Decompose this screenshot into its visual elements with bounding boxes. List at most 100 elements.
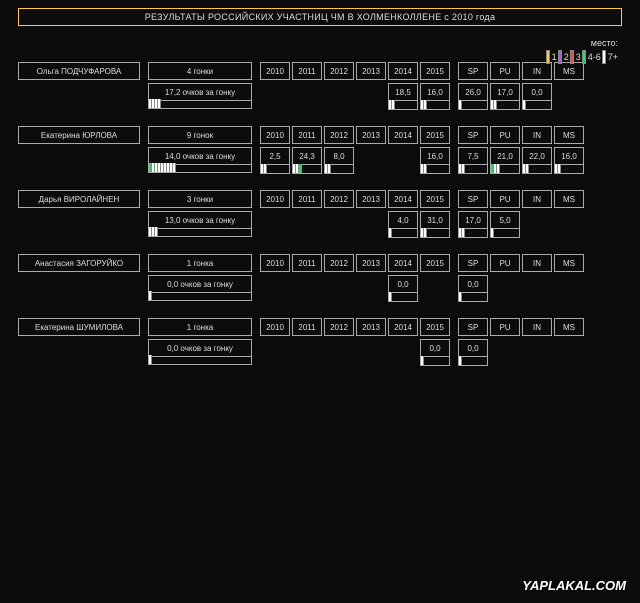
year-header: 2012 bbox=[324, 254, 354, 272]
value-cell bbox=[324, 275, 354, 302]
year-header: 2011 bbox=[292, 254, 322, 272]
avg-points: 13,0 очков за гонку bbox=[148, 211, 252, 229]
value-cell: 17,0 bbox=[458, 211, 488, 238]
year-header: 2014 bbox=[388, 190, 418, 208]
athlete-name: Ольга ПОДЧУФАРОВА bbox=[18, 62, 140, 80]
value-cell bbox=[522, 339, 552, 366]
value-cell: 8,0 bbox=[324, 147, 354, 174]
value-cell bbox=[324, 339, 354, 366]
year-header: 2015 bbox=[420, 318, 450, 336]
discipline-header: IN bbox=[522, 126, 552, 144]
year-header: 2015 bbox=[420, 254, 450, 272]
year-header: 2013 bbox=[356, 254, 386, 272]
races-count: 1 гонка bbox=[148, 254, 252, 272]
value-cell bbox=[554, 275, 584, 302]
avg-points: 0,0 очков за гонку bbox=[148, 339, 252, 357]
year-header: 2014 bbox=[388, 318, 418, 336]
year-header: 2012 bbox=[324, 62, 354, 80]
races-count: 1 гонка bbox=[148, 318, 252, 336]
value-cell bbox=[324, 83, 354, 110]
year-header: 2011 bbox=[292, 126, 322, 144]
value-cell: 7,5 bbox=[458, 147, 488, 174]
discipline-header: IN bbox=[522, 62, 552, 80]
value-cell bbox=[260, 339, 290, 366]
discipline-header: MS bbox=[554, 126, 584, 144]
value-cell bbox=[356, 147, 386, 174]
athlete-name: Екатерина ШУМИЛОВА bbox=[18, 318, 140, 336]
year-header: 2013 bbox=[356, 126, 386, 144]
year-header: 2011 bbox=[292, 62, 322, 80]
value-cell: 0,0 bbox=[388, 275, 418, 302]
year-header: 2010 bbox=[260, 62, 290, 80]
legend-item: 7+ bbox=[602, 50, 618, 64]
year-header: 2010 bbox=[260, 126, 290, 144]
races-count: 4 гонки bbox=[148, 62, 252, 80]
races-count: 9 гонок bbox=[148, 126, 252, 144]
athlete-name: Екатерина ЮРЛОВА bbox=[18, 126, 140, 144]
discipline-header: PU bbox=[490, 126, 520, 144]
year-header: 2011 bbox=[292, 318, 322, 336]
discipline-header: PU bbox=[490, 190, 520, 208]
value-cell: 5,0 bbox=[490, 211, 520, 238]
legend-item: 1 bbox=[546, 50, 557, 64]
discipline-header: PU bbox=[490, 318, 520, 336]
value-cell bbox=[490, 275, 520, 302]
discipline-header: MS bbox=[554, 254, 584, 272]
discipline-header: MS bbox=[554, 190, 584, 208]
value-cell: 18,5 bbox=[388, 83, 418, 110]
discipline-header: SP bbox=[458, 318, 488, 336]
year-header: 2010 bbox=[260, 254, 290, 272]
year-header: 2011 bbox=[292, 190, 322, 208]
avg-points: 17,2 очков за гонку bbox=[148, 83, 252, 101]
value-cell bbox=[356, 339, 386, 366]
year-header: 2013 bbox=[356, 318, 386, 336]
value-cell: 21,0 bbox=[490, 147, 520, 174]
value-cell bbox=[356, 211, 386, 238]
value-cell bbox=[260, 275, 290, 302]
discipline-header: SP bbox=[458, 254, 488, 272]
year-header: 2010 bbox=[260, 190, 290, 208]
value-cell bbox=[554, 211, 584, 238]
value-cell bbox=[522, 275, 552, 302]
discipline-header: SP bbox=[458, 126, 488, 144]
discipline-header: IN bbox=[522, 190, 552, 208]
year-header: 2014 bbox=[388, 62, 418, 80]
value-cell bbox=[260, 211, 290, 238]
year-header: 2015 bbox=[420, 62, 450, 80]
value-cell bbox=[292, 83, 322, 110]
athlete-name: Анастасия ЗАГОРУЙКО bbox=[18, 254, 140, 272]
races-count: 3 гонки bbox=[148, 190, 252, 208]
value-cell bbox=[490, 339, 520, 366]
year-header: 2012 bbox=[324, 318, 354, 336]
value-cell bbox=[260, 83, 290, 110]
legend-item: 2 bbox=[558, 50, 569, 64]
value-cell bbox=[554, 83, 584, 110]
year-header: 2012 bbox=[324, 190, 354, 208]
year-header: 2012 bbox=[324, 126, 354, 144]
discipline-header: SP bbox=[458, 62, 488, 80]
value-cell: 16,0 bbox=[420, 147, 450, 174]
year-header: 2015 bbox=[420, 190, 450, 208]
value-cell bbox=[522, 211, 552, 238]
legend-item: 3 bbox=[570, 50, 581, 64]
value-cell bbox=[292, 211, 322, 238]
discipline-header: MS bbox=[554, 318, 584, 336]
value-cell: 0,0 bbox=[420, 339, 450, 366]
year-header: 2014 bbox=[388, 126, 418, 144]
value-cell: 2,5 bbox=[260, 147, 290, 174]
athlete-row: Ольга ПОДЧУФАРОВА4 гонки2010201120122013… bbox=[18, 62, 622, 110]
legend-item: 4-6 bbox=[582, 50, 601, 64]
value-cell: 16,0 bbox=[420, 83, 450, 110]
watermark: YAPLAKAL.COM bbox=[522, 578, 626, 593]
athlete-row: Екатерина ЮРЛОВА9 гонок20102011201220132… bbox=[18, 126, 622, 174]
legend-label: место: bbox=[546, 38, 618, 48]
value-cell bbox=[388, 339, 418, 366]
value-cell bbox=[356, 275, 386, 302]
athlete-row: Екатерина ШУМИЛОВА1 гонка201020112012201… bbox=[18, 318, 622, 366]
value-cell bbox=[324, 211, 354, 238]
value-cell bbox=[388, 147, 418, 174]
value-cell: 26,0 bbox=[458, 83, 488, 110]
value-cell: 0,0 bbox=[522, 83, 552, 110]
value-cell bbox=[292, 339, 322, 366]
athlete-row: Дарья ВИРОЛАЙНЕН3 гонки20102011201220132… bbox=[18, 190, 622, 238]
